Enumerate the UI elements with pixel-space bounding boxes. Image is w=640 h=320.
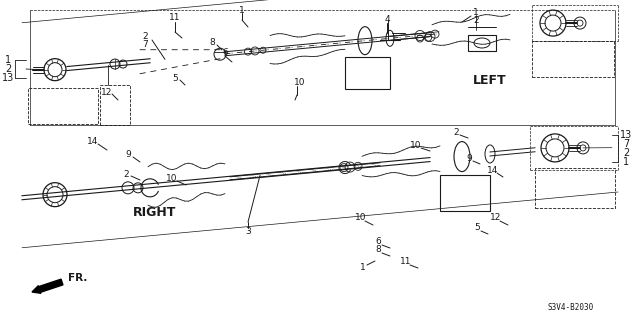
Text: S3V4-B2030: S3V4-B2030 <box>548 303 595 312</box>
Text: 1: 1 <box>623 157 629 167</box>
Text: 2: 2 <box>123 170 129 179</box>
Text: 2: 2 <box>623 148 629 158</box>
FancyArrow shape <box>32 279 63 293</box>
Text: 10: 10 <box>410 140 422 149</box>
Text: 12: 12 <box>490 213 502 222</box>
Bar <box>440 175 490 211</box>
Text: 1: 1 <box>5 55 11 65</box>
Text: 3: 3 <box>245 228 251 236</box>
Text: 13: 13 <box>620 130 632 140</box>
Text: 2: 2 <box>473 15 479 25</box>
Text: 6: 6 <box>222 47 228 57</box>
Text: RIGHT: RIGHT <box>133 206 177 220</box>
Text: 7: 7 <box>623 139 629 149</box>
Text: 2: 2 <box>5 64 11 74</box>
Text: LEFT: LEFT <box>473 74 507 86</box>
Text: 11: 11 <box>400 258 412 267</box>
Text: 10: 10 <box>355 213 367 222</box>
Text: 14: 14 <box>87 137 99 146</box>
Bar <box>535 168 615 208</box>
Text: FR.: FR. <box>68 273 88 283</box>
Text: 13: 13 <box>2 73 14 83</box>
Text: 12: 12 <box>101 87 113 97</box>
Text: 9: 9 <box>466 154 472 163</box>
Text: 5: 5 <box>474 223 480 233</box>
Text: 9: 9 <box>125 149 131 158</box>
Text: 6: 6 <box>375 237 381 246</box>
Text: 4: 4 <box>384 14 390 23</box>
Bar <box>532 41 614 77</box>
Text: 2: 2 <box>142 31 148 41</box>
Text: 14: 14 <box>487 165 499 174</box>
Text: 1: 1 <box>239 5 245 14</box>
Text: 11: 11 <box>169 12 180 21</box>
Bar <box>100 84 130 124</box>
Text: 10: 10 <box>166 173 178 182</box>
Bar <box>28 88 98 124</box>
Text: 8: 8 <box>375 245 381 254</box>
Text: 2: 2 <box>453 127 459 137</box>
Text: 10: 10 <box>294 77 306 86</box>
Text: 8: 8 <box>209 37 215 46</box>
Text: 5: 5 <box>172 74 178 83</box>
Text: 7: 7 <box>142 39 148 49</box>
Bar <box>468 35 496 51</box>
Bar <box>345 57 390 89</box>
Text: 1: 1 <box>360 263 366 273</box>
Text: 1: 1 <box>473 7 479 17</box>
